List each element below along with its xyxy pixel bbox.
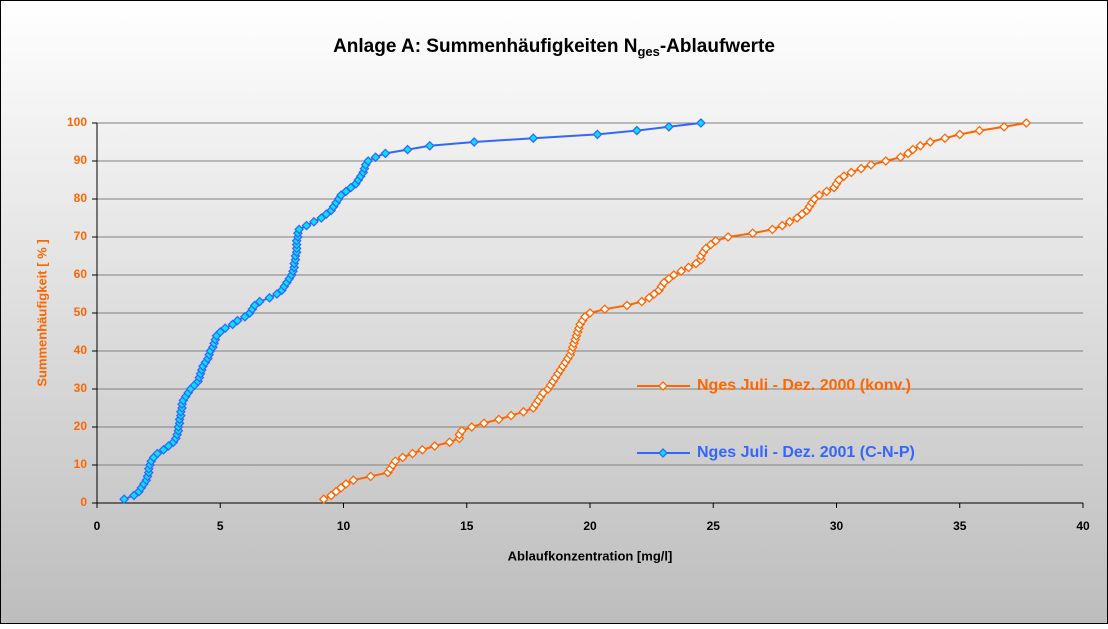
data-point [380,148,391,159]
data-point [925,137,936,147]
x-tick-label: 25 [707,519,721,533]
legend-marker [658,381,668,391]
data-point [767,224,778,235]
data-point [348,475,359,486]
data-point [940,133,950,144]
data-point [309,216,319,227]
data-point [880,156,891,166]
chart-title: Anlage A: Summenhäufigkeiten Nges-Ablauf… [333,36,775,59]
data-point [444,437,455,448]
x-tick-label: 0 [94,519,101,533]
y-axis-label: Summenhäufigkeit [ % ] [34,239,49,386]
data-point [429,441,440,451]
x-tick-label: 10 [337,519,351,533]
y-tick-label: 40 [74,343,88,357]
data-point [254,296,265,307]
data-point [814,190,825,201]
data-point [390,456,401,467]
data-point [846,167,857,178]
data-point [747,228,758,239]
data-point [493,414,504,425]
data-point [466,422,477,432]
x-tick-label: 20 [583,519,597,533]
data-point [456,425,467,436]
data-point [402,144,413,155]
data-point [696,118,706,128]
data-point [365,471,376,482]
data-point [417,444,428,455]
data-point [784,216,795,227]
y-tick-label: 60 [74,267,88,281]
x-axis-label: Ablaufkonzentration [mg/l] [508,548,673,563]
x-tick-label: 35 [953,519,967,533]
title-suffix: -Ablaufwerte [660,36,775,57]
legend-label: Nges Juli - Dez. 2001 (C-N-P) [697,444,915,461]
data-point [1021,118,1032,128]
data-point [397,452,408,463]
data-point [954,129,965,140]
title-subscript: ges [637,44,659,59]
x-tick-label: 15 [460,519,474,533]
y-tick-label: 80 [74,191,88,205]
data-point [152,448,163,459]
y-tick-label: 70 [74,229,88,243]
data-point [895,152,906,163]
data-point [424,140,435,151]
data-point [370,152,381,163]
data-point [518,406,529,417]
data-point [528,133,539,144]
data-point [341,479,351,489]
data-point [683,262,694,273]
data-point [301,220,312,231]
data-point [866,159,876,170]
data-point [622,300,632,311]
data-point [663,121,674,132]
data-point [915,140,926,151]
data-point [676,266,687,277]
data-point [318,494,329,505]
y-tick-label: 30 [74,381,88,395]
data-point [407,448,418,459]
data-point [723,232,733,242]
data-point [668,270,679,280]
data-point [585,308,595,318]
data-point [777,220,788,231]
x-tick-label: 30 [830,519,844,533]
data-point [838,171,849,182]
y-tick-label: 90 [74,153,88,167]
y-tick-label: 10 [74,457,88,471]
data-point [821,186,832,197]
data-point [636,296,647,307]
title-main: Anlage A: Summenhäufigkeiten N [333,36,637,57]
legend-label: Nges Juli - Dez. 2000 (konv.) [697,377,911,394]
x-tick-label: 5 [217,519,224,533]
data-point [710,235,721,246]
data-point [856,163,867,174]
data-point [592,129,603,140]
data-point [999,121,1010,132]
y-tick-label: 50 [74,305,88,319]
y-tick-label: 100 [67,115,87,129]
data-point [599,304,610,315]
legend-marker [658,448,668,458]
x-tick-label: 40 [1076,519,1090,533]
y-tick-label: 0 [80,495,87,509]
y-tick-label: 20 [74,419,88,433]
data-point [631,125,642,136]
data-point [264,292,275,303]
data-point [974,125,985,136]
data-point [119,494,130,505]
data-point [506,410,517,421]
data-point [907,144,918,155]
data-point [232,315,243,326]
data-point [469,137,480,147]
data-point [294,224,305,235]
data-point [363,156,374,166]
data-point [479,418,489,429]
data-point [220,323,231,334]
